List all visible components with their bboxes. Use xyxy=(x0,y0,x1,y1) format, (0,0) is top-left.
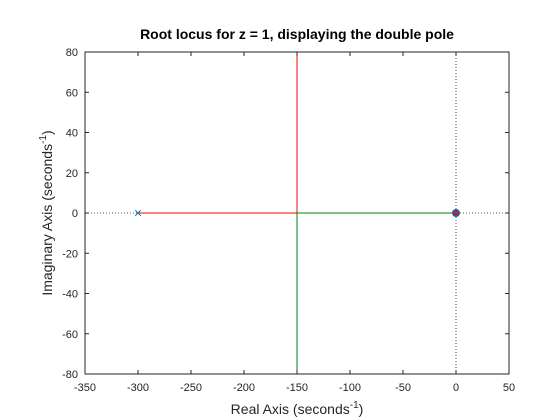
x-tick-label: 50 xyxy=(503,382,515,394)
pole-marker-1 xyxy=(134,209,142,217)
chart-title: Root locus for z = 1, displaying the dou… xyxy=(140,26,454,42)
x-axis-label-exponent: -1 xyxy=(350,400,359,411)
x-tick-label: -50 xyxy=(395,382,411,394)
y-axis-ticks: -80 -60 -40 -20 0 20 40 60 80 xyxy=(62,47,509,381)
x-tick-label: -200 xyxy=(233,382,255,394)
x-tick-label: -300 xyxy=(127,382,149,394)
locus-branch-2 xyxy=(296,212,456,374)
x-axis-ticks: -350 -300 -250 -200 -150 -100 -50 0 50 xyxy=(74,52,515,394)
y-tick-label: -40 xyxy=(62,289,78,301)
y-tick-label: 80 xyxy=(66,47,78,59)
x-tick-label: -100 xyxy=(339,382,361,394)
y-axis-label-exponent: -1 xyxy=(38,135,49,144)
pole-zero-markers xyxy=(134,209,460,217)
x-axis-label: Real Axis (seconds-1) xyxy=(231,400,364,417)
locus-branches xyxy=(138,52,456,374)
y-tick-label: -60 xyxy=(62,329,78,341)
y-tick-label: 0 xyxy=(72,208,78,220)
y-tick-label: 60 xyxy=(66,87,78,99)
x-tick-label: -350 xyxy=(74,382,96,394)
y-tick-label: -20 xyxy=(62,248,78,260)
zero-marker-1 xyxy=(452,209,460,217)
y-tick-label: 20 xyxy=(66,168,78,180)
x-tick-label: 0 xyxy=(453,382,459,394)
y-axis-label: Imaginary Axis (seconds-1) xyxy=(38,130,55,295)
x-tick-label: -250 xyxy=(180,382,202,394)
pole-marker-2 xyxy=(452,209,460,217)
x-tick-label: -150 xyxy=(286,382,308,394)
y-tick-label: 40 xyxy=(66,128,78,140)
y-tick-label: -80 xyxy=(62,369,78,381)
